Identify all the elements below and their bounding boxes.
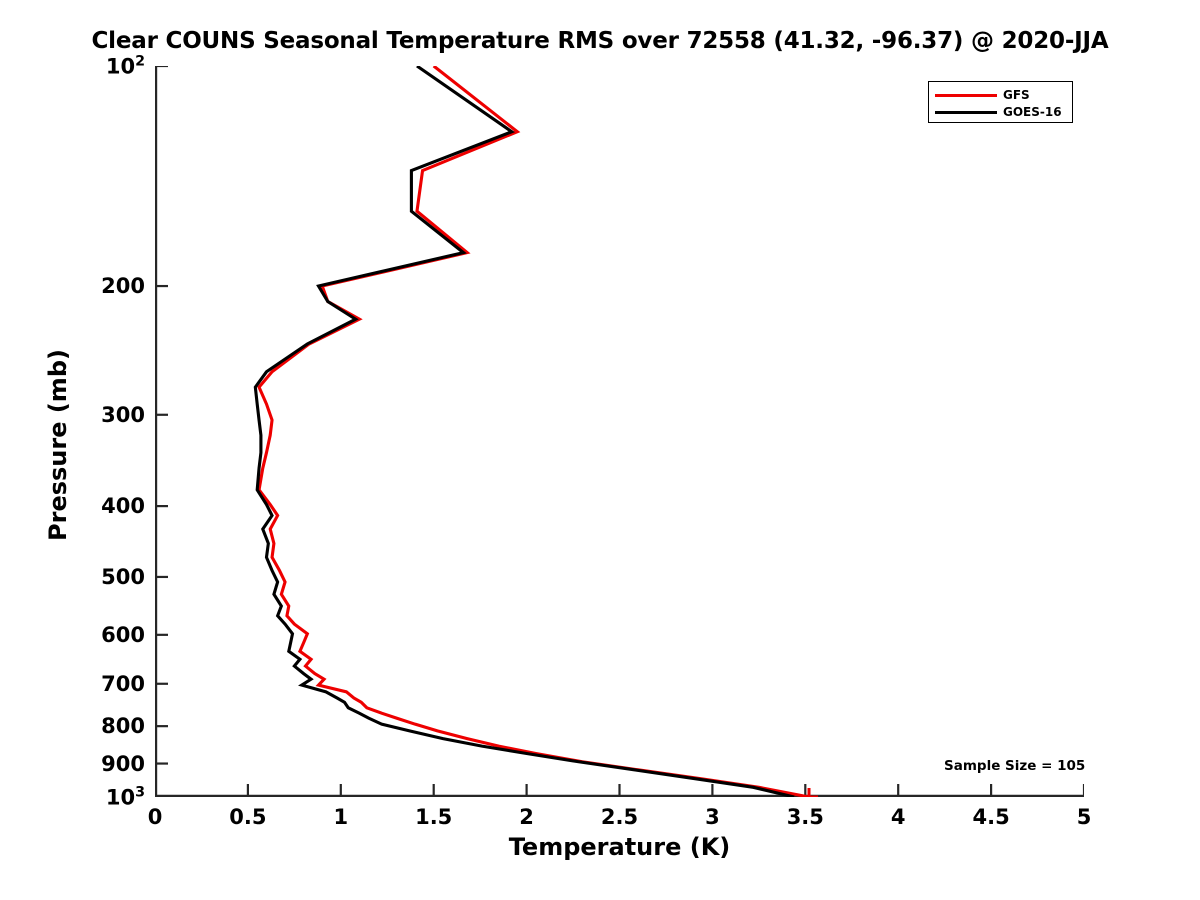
ytick-label-900: 900	[101, 751, 145, 776]
plot-svg	[155, 66, 1084, 797]
ytick-label-1000: 103	[105, 784, 145, 810]
ytick-label-500: 500	[101, 564, 145, 589]
xtick-label-2: 2	[519, 805, 534, 829]
series-line-goes-16	[253, 66, 795, 797]
ytick-label-300: 300	[101, 402, 145, 427]
xtick-label-5: 5	[1076, 805, 1092, 829]
xtick-label-1-5: 1.5	[415, 805, 453, 829]
y-axis-title: Pressure (mb)	[44, 349, 72, 541]
series-line-gfs	[257, 66, 810, 797]
plot-area	[155, 66, 1084, 797]
xtick-label-3: 3	[705, 805, 720, 829]
legend-entry-1: GOES-16	[935, 103, 1062, 121]
ytick-label-200: 200	[101, 274, 145, 299]
xtick-label-1: 1	[333, 805, 349, 829]
xtick-label-0: 0	[147, 805, 163, 829]
ytick-label-400: 400	[101, 494, 145, 519]
xtick-label-0-5: 0.5	[229, 805, 267, 829]
xtick-label-3-5: 3.5	[786, 805, 824, 829]
sample-size-annotation: Sample Size = 105	[944, 758, 1086, 774]
axis-frame	[155, 66, 1084, 797]
legend-label-goes16: GOES-16	[1003, 105, 1062, 119]
ytick-label-700: 700	[101, 671, 145, 696]
ytick-label-100: 102	[105, 53, 145, 79]
ytick-label-600: 600	[101, 622, 145, 647]
legend-swatch-goes16	[935, 110, 997, 114]
legend-entry-0: GFS	[935, 86, 1030, 104]
end-marker	[800, 788, 819, 797]
legend-swatch-gfs	[935, 93, 997, 97]
legend-label-gfs: GFS	[1003, 88, 1030, 102]
legend: GFS GOES-16	[928, 81, 1073, 123]
tick-marks	[155, 66, 1084, 797]
x-axis-title: Temperature (K)	[508, 833, 731, 861]
xtick-label-2-5: 2.5	[600, 805, 639, 829]
chart-title: Clear COUNS Seasonal Temperature RMS ove…	[91, 28, 1109, 54]
ytick-label-800: 800	[101, 714, 145, 739]
series-lines	[253, 66, 810, 797]
xtick-label-4: 4	[890, 805, 906, 829]
xtick-label-4-5: 4.5	[972, 805, 1010, 829]
